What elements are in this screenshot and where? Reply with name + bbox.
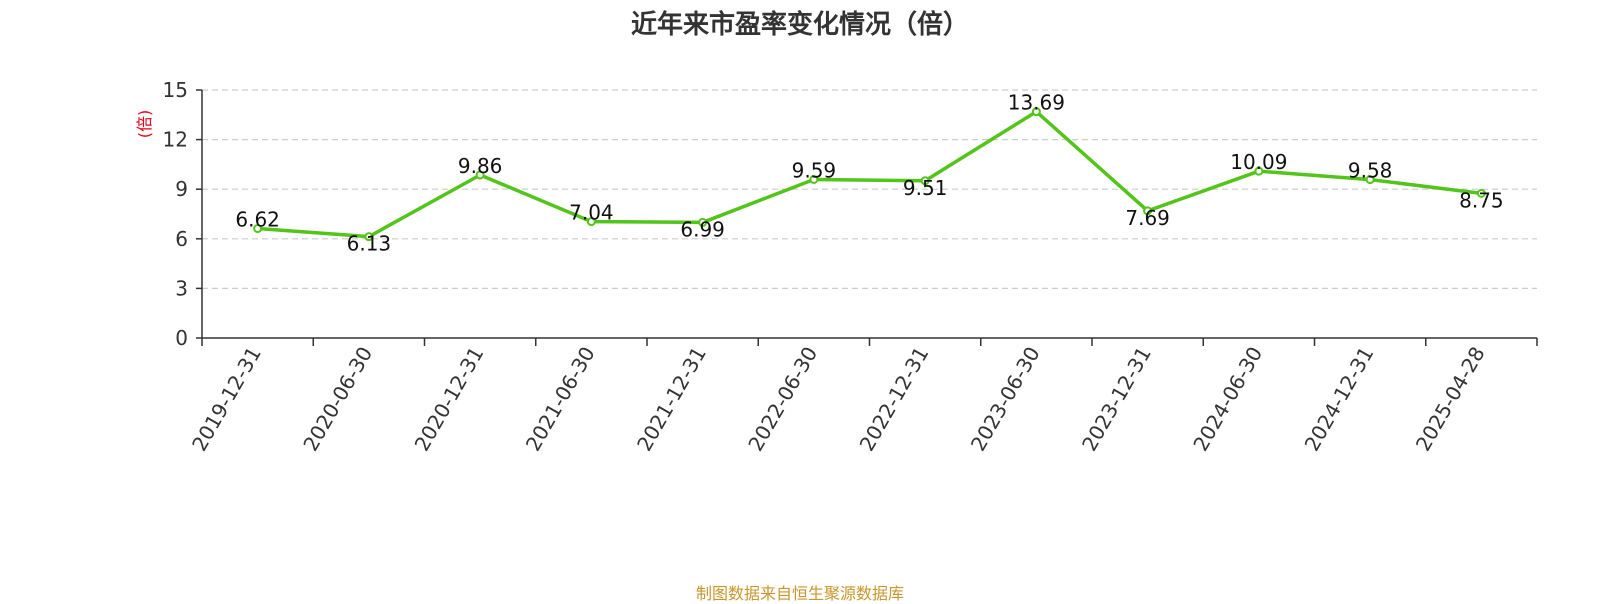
data-label: 6.62: [235, 208, 280, 232]
data-point: [809, 174, 819, 184]
data-point: [586, 217, 596, 227]
data-label: 13.69: [1008, 91, 1065, 115]
data-point: [475, 170, 485, 180]
x-tick-label: 2024-06-30: [1188, 343, 1267, 456]
data-point: [1031, 107, 1041, 117]
axes: 0 3 6 9 12 15 (倍) 2019-12-31 2020-06-30 2020-12-3…: [135, 78, 1538, 456]
data-label: 10.09: [1230, 150, 1287, 174]
data-point: [1143, 206, 1153, 216]
source-note: 制图数据来自恒生聚源数据库: [695, 584, 904, 603]
y-axis-unit-label: (倍): [135, 110, 154, 139]
series-line: [255, 109, 1484, 239]
y-tick-label: 9: [175, 177, 188, 201]
data-point: [1476, 188, 1486, 198]
grid-lines: [202, 89, 1537, 289]
data-label: 7.69: [1125, 206, 1170, 230]
y-tick-label: 6: [175, 227, 188, 251]
y-tick-label: 3: [175, 276, 188, 300]
data-point: [253, 224, 263, 234]
x-tick-label: 2020-06-30: [298, 343, 377, 456]
data-point: [920, 176, 930, 186]
data-point: [364, 232, 374, 242]
data-point: [1254, 166, 1264, 176]
x-tick-label: 2020-12-31: [410, 343, 489, 456]
data-label: 6.13: [347, 232, 392, 256]
x-tick-label: 2025-04-28: [1411, 343, 1490, 456]
x-tick-label: 2021-06-30: [521, 343, 600, 456]
chart-title: 近年来市盈率变化情况（倍）: [630, 10, 969, 40]
data-label: 9.51: [903, 176, 948, 200]
x-tick-label: 2023-06-30: [966, 343, 1045, 456]
data-point: [698, 217, 708, 227]
data-label: 9.59: [792, 158, 837, 182]
data-label: 8.75: [1459, 188, 1504, 212]
x-tick-label: 2024-12-31: [1300, 343, 1379, 456]
y-tick-label: 15: [163, 78, 188, 102]
y-tick-label: 0: [175, 326, 188, 350]
x-tick-label: 2021-12-31: [632, 343, 711, 456]
data-label: 7.04: [569, 201, 614, 225]
x-tick-label: 2022-12-31: [855, 343, 934, 456]
data-label: 9.86: [458, 154, 503, 178]
x-tick-label: 2019-12-31: [187, 343, 266, 456]
x-tick-label: 2022-06-30: [743, 343, 822, 456]
data-label: 6.99: [680, 217, 725, 241]
data-point: [1365, 175, 1375, 185]
x-tick-label: 2023-12-31: [1077, 343, 1156, 456]
series-layer: [253, 107, 1486, 242]
data-label: 9.58: [1348, 159, 1393, 183]
data-labels: 6.62 6.13 9.86 7.04 6.99 9.59 9.51 13.69 7.69 10.…: [235, 91, 1503, 256]
y-tick-label: 12: [163, 128, 188, 152]
